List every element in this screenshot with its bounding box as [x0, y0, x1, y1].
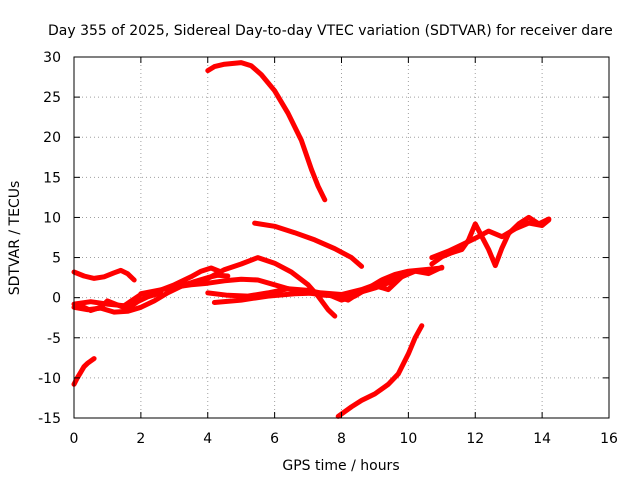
data-series-arc-14 [429, 214, 552, 269]
data-series-arc-8 [171, 255, 338, 319]
y-tick-label: 20 [43, 130, 61, 146]
grid [73, 56, 610, 419]
data-series-arc-6 [205, 60, 328, 203]
y-tick-label: 15 [43, 170, 61, 186]
data-series-arc-15 [429, 217, 552, 261]
y-tick-label: 30 [43, 50, 61, 66]
x-tick-label: 10 [399, 431, 417, 447]
x-tick-labels: 0 2 4 6 8 10 12 14 16 [70, 431, 618, 447]
y-tick-label: 25 [43, 90, 61, 106]
data-series-arc-13 [335, 323, 425, 419]
y-tick-labels: -15 -10 -5 0 5 10 15 20 25 30 [38, 50, 61, 427]
data-series-arc-1 [71, 356, 97, 387]
data-traces [71, 60, 552, 419]
x-tick-label: 8 [337, 431, 346, 447]
x-tick-label: 12 [466, 431, 484, 447]
x-tick-label: 0 [70, 431, 79, 447]
y-tick-label: 0 [52, 291, 61, 307]
data-series-arc-12 [332, 264, 445, 303]
data-series-arc-2 [71, 267, 137, 283]
y-tick-label: -10 [38, 371, 61, 387]
x-axis-label: GPS time / hours [282, 458, 399, 474]
y-tick-label: 5 [52, 251, 61, 267]
data-series-arc-5 [78, 290, 164, 313]
axis-ticks [73, 56, 610, 419]
x-tick-label: 14 [533, 431, 551, 447]
y-tick-label: -15 [38, 411, 61, 427]
y-axis-label: SDTVAR / TECUs [7, 181, 23, 296]
x-tick-label: 16 [600, 431, 618, 447]
y-tick-label: -5 [47, 331, 61, 347]
x-tick-label: 2 [136, 431, 145, 447]
x-tick-label: 4 [203, 431, 212, 447]
chart-title: Day 355 of 2025, Sidereal Day-to-day VTE… [48, 23, 613, 39]
x-tick-label: 6 [270, 431, 279, 447]
data-series-arc-4 [71, 265, 224, 309]
data-series-arc-7 [252, 220, 365, 269]
y-tick-label: 10 [43, 210, 61, 226]
